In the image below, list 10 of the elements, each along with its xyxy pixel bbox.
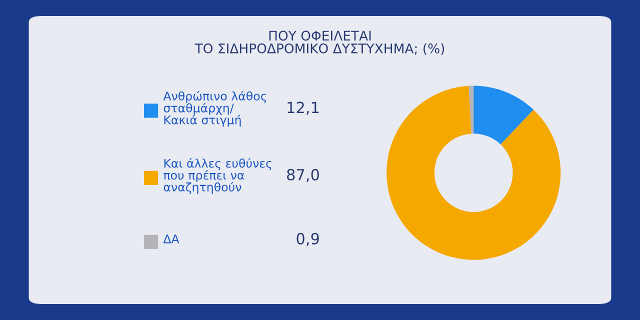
donut-slice	[468, 86, 474, 134]
donut-slice	[386, 86, 561, 260]
data-label: 0,9	[296, 232, 319, 246]
chart-title: ΠΟΥ ΟΦΕΙΛΕΤΑΙ ΤΟ ΣΙΔΗΡΟΔΡΟΜΙΚΟ ΔΥΣΤΥΧΗΜΑ; (%)	[194, 30, 444, 55]
data-label: 12,1	[288, 102, 319, 115]
donut-slice	[474, 86, 534, 144]
legend-label: Ανθρώπινο λάθος σταθμάρχη/ Κακιά στιγμή	[163, 90, 266, 127]
legend-label: Και άλλες ευθύνες που πρέπει να αναζητηθούν	[164, 158, 272, 194]
legend-label: ΔΑ	[163, 234, 180, 244]
data-label: 87,0	[287, 168, 319, 182]
